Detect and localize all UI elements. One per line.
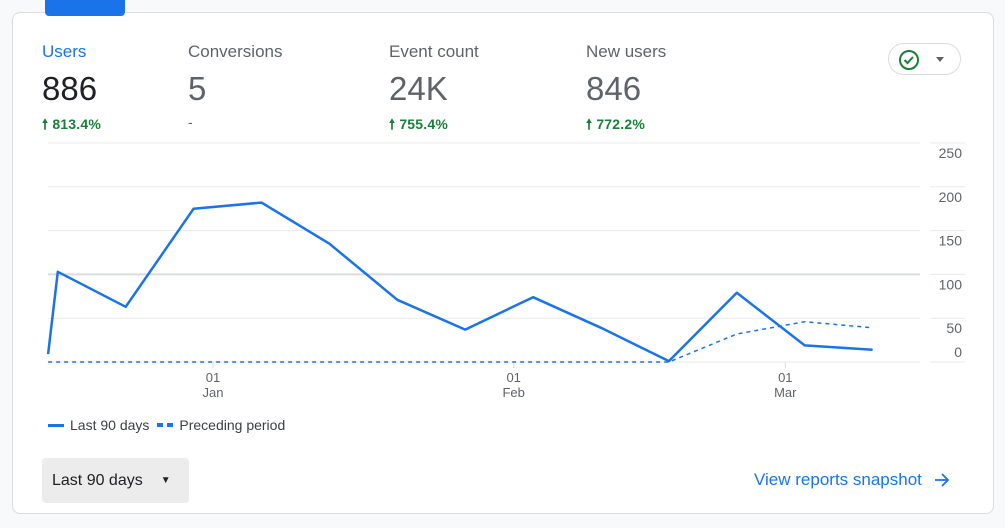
metric-label: Users — [42, 42, 87, 61]
date-range-label: Last 90 days — [52, 471, 143, 489]
legend-label: Preceding period — [179, 417, 286, 433]
metric-change: 🠕 755.4% — [389, 114, 479, 138]
compare-toggle-button[interactable] — [888, 43, 961, 75]
series-line-preceding-period — [48, 320, 873, 363]
arrow-right-icon — [934, 473, 950, 487]
check-circle-icon — [899, 50, 919, 70]
metric-label: Event count — [389, 42, 479, 61]
arrow-up-icon: 🠕 — [42, 116, 49, 132]
y-tick-label: 50 — [946, 320, 962, 336]
metric-value: 5 — [188, 70, 207, 107]
view-reports-snapshot-link[interactable]: View reports snapshot — [754, 470, 950, 490]
metric-change: 🠕 772.2% — [586, 114, 666, 138]
x-tick-label: Mar — [774, 385, 797, 400]
y-tick-label: 0 — [954, 344, 962, 360]
metric-value: 846 — [586, 70, 642, 107]
metric-change-value: 772.2% — [596, 116, 645, 132]
legend-label: Last 90 days — [70, 417, 150, 433]
metric-change: 🠕 813.4% — [42, 114, 101, 138]
x-tick-label: 01 — [506, 370, 520, 385]
x-tick-label: 01 — [778, 370, 792, 385]
metric-change: - — [188, 114, 193, 130]
x-tick-label: Jan — [203, 385, 224, 400]
link-label: View reports snapshot — [754, 470, 922, 489]
metric-label: New users — [586, 42, 667, 61]
metric-change-value: 813.4% — [52, 116, 101, 132]
metric-change-value: 755.4% — [399, 116, 448, 132]
metric-new-users[interactable]: New users 846 🠕 772.2% — [586, 42, 666, 138]
active-tab-indicator — [45, 0, 125, 16]
legend-dashed-swatch — [157, 423, 174, 427]
arrow-up-icon: 🠕 — [389, 116, 396, 132]
caret-down-icon: ▼ — [160, 475, 171, 486]
arrow-up-icon: 🠕 — [586, 116, 593, 132]
metric-value: 24K — [389, 70, 448, 107]
metric-event-count[interactable]: Event count 24K 🠕 755.4% — [389, 42, 479, 138]
x-tick-label: Feb — [502, 385, 524, 400]
caret-down-icon — [936, 57, 944, 62]
metric-value: 886 — [42, 70, 98, 107]
y-tick-label: 250 — [939, 145, 963, 161]
y-tick-label: 150 — [939, 233, 963, 249]
users-overview-card — [12, 12, 994, 514]
metric-conversions[interactable]: Conversions 5 - — [188, 42, 283, 130]
legend-solid-swatch — [48, 423, 64, 427]
date-range-dropdown[interactable]: Last 90 days ▼ — [42, 458, 189, 503]
y-tick-label: 200 — [939, 189, 963, 205]
chart-legend: Last 90 days Preceding period — [48, 417, 285, 433]
metric-label: Conversions — [188, 42, 283, 61]
x-tick-label: 01 — [206, 370, 220, 385]
series-line-last-90-days — [46, 201, 873, 363]
metric-users[interactable]: Users 886 🠕 813.4% — [42, 42, 101, 138]
y-tick-label: 100 — [939, 276, 963, 292]
